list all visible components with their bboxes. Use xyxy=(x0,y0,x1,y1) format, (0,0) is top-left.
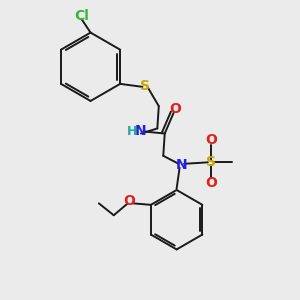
Text: H: H xyxy=(127,125,137,138)
Text: O: O xyxy=(169,102,181,116)
Text: S: S xyxy=(206,155,216,169)
Text: N: N xyxy=(135,124,146,138)
Text: S: S xyxy=(140,79,150,93)
Text: O: O xyxy=(123,194,135,208)
Text: N: N xyxy=(175,158,187,172)
Text: O: O xyxy=(205,176,217,190)
Text: Cl: Cl xyxy=(74,9,89,23)
Text: O: O xyxy=(205,133,217,147)
